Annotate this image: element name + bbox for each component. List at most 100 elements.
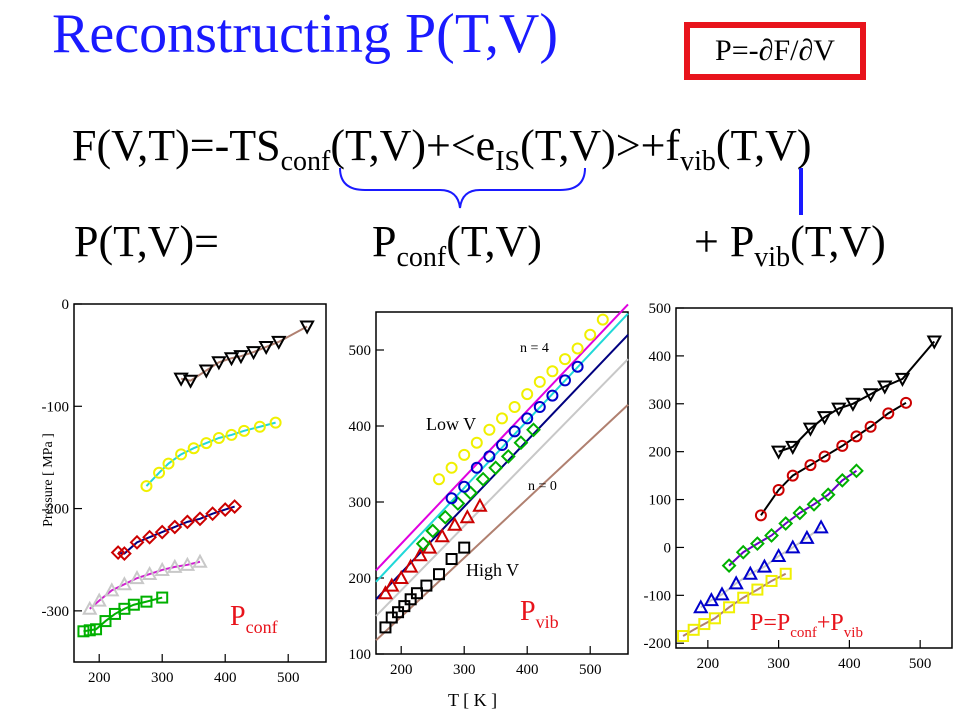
data-point	[379, 621, 392, 634]
panel-label-mid: +P	[817, 610, 844, 636]
data-point	[212, 431, 225, 444]
data-point	[393, 569, 409, 584]
data-point	[129, 534, 145, 550]
series-fit-line	[778, 340, 936, 453]
data-point	[894, 372, 911, 387]
derivative-formula-box: P=-∂F/∂V	[684, 22, 866, 80]
data-point	[433, 568, 445, 581]
y-tick-label: -200	[644, 636, 672, 652]
data-point	[200, 437, 213, 450]
data-point	[779, 567, 792, 580]
data-point	[238, 424, 251, 437]
x-tick-label: 400	[214, 670, 237, 686]
data-point	[472, 497, 488, 512]
data-point	[398, 600, 411, 613]
data-point	[559, 353, 571, 366]
data-point	[233, 350, 249, 365]
y-tick-label: 500	[349, 343, 372, 359]
data-point	[269, 416, 282, 429]
data-point	[167, 519, 183, 535]
plot-frame	[675, 307, 953, 649]
data-point	[245, 346, 262, 361]
data-point	[816, 411, 833, 426]
eq-part: F(V,T)=-TS	[72, 121, 281, 170]
data-point	[877, 380, 893, 395]
y-tick-label: 300	[349, 495, 372, 511]
series-fit-line	[760, 401, 907, 516]
panel-label: Pconf	[230, 601, 278, 637]
data-point	[521, 388, 534, 401]
data-point	[862, 388, 879, 403]
data-point	[483, 450, 496, 463]
data-point	[900, 396, 912, 409]
data-point	[179, 514, 195, 530]
y-tick-label: 400	[649, 349, 672, 365]
data-point	[99, 615, 112, 628]
data-point	[508, 401, 521, 413]
data-point	[836, 439, 849, 452]
panel-label-sub: conf	[246, 617, 278, 637]
data-point	[813, 519, 829, 534]
eq-sub: conf	[396, 242, 447, 273]
data-point	[496, 412, 508, 425]
data-point	[470, 461, 483, 474]
pressure-equation-lhs: P(T,V)=	[74, 217, 219, 266]
data-point	[77, 625, 90, 638]
data-point	[488, 460, 504, 476]
data-point	[546, 365, 559, 378]
x-tick-label: 400	[516, 662, 539, 678]
data-point	[714, 586, 730, 601]
y-tick-label: 100	[349, 647, 372, 663]
plot-frame	[375, 311, 629, 655]
data-point	[742, 565, 758, 580]
data-point	[271, 335, 287, 350]
slide-title: Reconstructing P(T,V)	[52, 3, 558, 65]
data-point	[596, 313, 609, 326]
data-point	[546, 389, 559, 402]
data-point	[299, 320, 315, 335]
data-point	[756, 558, 773, 573]
data-point	[728, 575, 744, 590]
eq-part: (T,V)	[715, 121, 812, 170]
data-point	[721, 558, 737, 574]
eq-sub: conf	[280, 146, 331, 177]
y-tick-label: 0	[62, 297, 70, 313]
data-point	[508, 425, 521, 438]
data-point	[447, 516, 463, 531]
panel-label-main: P	[520, 596, 536, 627]
data-point	[425, 523, 441, 539]
y-tick-label: 200	[649, 445, 672, 461]
pressure-vib-term: + Pvib(T,V)	[694, 217, 886, 272]
data-point	[772, 483, 785, 496]
data-point	[882, 407, 895, 420]
data-point	[83, 624, 96, 637]
data-point	[415, 536, 431, 552]
x-axis-label: T [ K ]	[448, 690, 498, 710]
chart-panel-vib: 200 300 400 500 100 200 300 400 500 n = 4 Low V n =…	[349, 303, 629, 678]
eq-part: (T,V)	[790, 217, 886, 266]
data-point	[751, 583, 764, 596]
data-point	[785, 440, 801, 455]
data-point	[192, 511, 208, 527]
data-point	[735, 544, 751, 560]
data-point	[458, 448, 471, 461]
data-point	[677, 630, 690, 643]
data-point	[785, 539, 801, 554]
data-point	[864, 420, 877, 433]
data-point	[459, 509, 476, 524]
data-point	[437, 509, 453, 525]
data-point	[458, 541, 471, 554]
data-point	[182, 374, 199, 389]
y-tick-label: 300	[649, 397, 672, 413]
pressure-conf-term: Pconf(T,V)	[372, 220, 542, 272]
panel-label-sub: conf	[790, 625, 817, 641]
data-point	[765, 574, 778, 587]
data-point	[778, 516, 794, 531]
data-point	[434, 528, 450, 543]
y-tick-label: 100	[649, 493, 672, 509]
data-point	[167, 558, 183, 573]
data-point	[806, 496, 822, 512]
data-point	[584, 328, 597, 341]
data-point	[708, 612, 721, 625]
x-tick-label: 400	[838, 656, 861, 672]
